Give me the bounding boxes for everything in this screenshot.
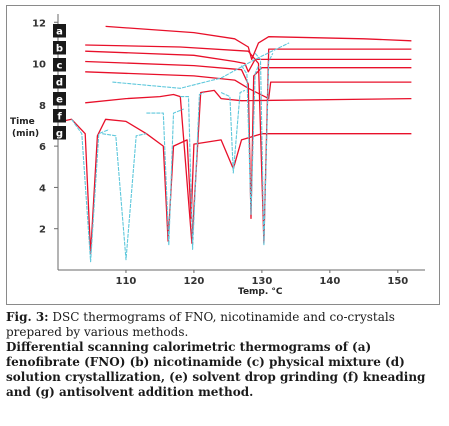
reference-line-11 bbox=[220, 89, 246, 174]
y-tick-label-12: 12 bbox=[32, 18, 46, 29]
y-tick-label-10: 10 bbox=[32, 60, 46, 71]
legend-label-g: g bbox=[56, 129, 63, 140]
caption-title: Fig. 3: DSC thermograms of FNO, nicotina… bbox=[6, 310, 442, 340]
legend-box-a bbox=[53, 24, 66, 38]
y-tick-label-8: 8 bbox=[39, 101, 46, 112]
legend-label-e: e bbox=[56, 95, 63, 106]
legend-box-e bbox=[53, 92, 66, 106]
x-tick-label-130: 130 bbox=[251, 276, 272, 287]
series-line-f bbox=[85, 89, 412, 244]
caption-body: Differential scanning calorimetric therm… bbox=[6, 340, 426, 399]
legend-box-d bbox=[53, 75, 66, 89]
reference-line-9 bbox=[146, 108, 184, 246]
series-line-e bbox=[85, 71, 412, 100]
x-tick-label-150: 150 bbox=[387, 276, 408, 287]
reference-line-14 bbox=[112, 42, 290, 89]
legend-box-b bbox=[53, 41, 66, 55]
reference-line-8 bbox=[102, 133, 147, 261]
y-axis-title-line1: Time bbox=[10, 117, 35, 127]
y-tick-label-6: 6 bbox=[39, 142, 46, 153]
series-line-a bbox=[105, 25, 412, 61]
legend-label-a: a bbox=[56, 27, 63, 38]
legend-label-f: f bbox=[57, 112, 62, 123]
caption-title-text: DSC thermograms of FNO, nicotinamide and… bbox=[6, 310, 395, 339]
reference-line-12 bbox=[241, 65, 260, 215]
x-tick-label-120: 120 bbox=[183, 276, 204, 287]
legend-box-c bbox=[53, 58, 66, 72]
x-axis-title: Temp. °C bbox=[238, 287, 283, 297]
legend-label-b: b bbox=[56, 44, 63, 55]
series-group bbox=[61, 25, 412, 263]
legend-label-d: d bbox=[56, 78, 63, 89]
legend-label-c: c bbox=[57, 61, 63, 72]
figure-caption: Fig. 3: DSC thermograms of FNO, nicotina… bbox=[6, 310, 442, 400]
series-line-g bbox=[61, 118, 412, 255]
reference-line-7 bbox=[71, 118, 110, 263]
figure-frame bbox=[6, 5, 440, 305]
y-axis-title-line2: (min) bbox=[12, 129, 39, 139]
y-tick-label-2: 2 bbox=[39, 225, 46, 236]
series-line-c bbox=[85, 50, 412, 73]
y-tick-label-4: 4 bbox=[39, 183, 46, 194]
x-tick-label-140: 140 bbox=[319, 276, 340, 287]
axes bbox=[57, 14, 425, 271]
tick-labels: 2 4 6 8 10 12 110 120 130 140 150 bbox=[32, 18, 408, 287]
caption-figure-number: Fig. 3: bbox=[6, 310, 49, 324]
reference-line-10 bbox=[180, 91, 205, 250]
legend-box-g bbox=[53, 126, 66, 140]
x-tick-label-110: 110 bbox=[116, 276, 137, 287]
series-line-b bbox=[85, 44, 412, 244]
legend-box-f bbox=[53, 109, 66, 123]
